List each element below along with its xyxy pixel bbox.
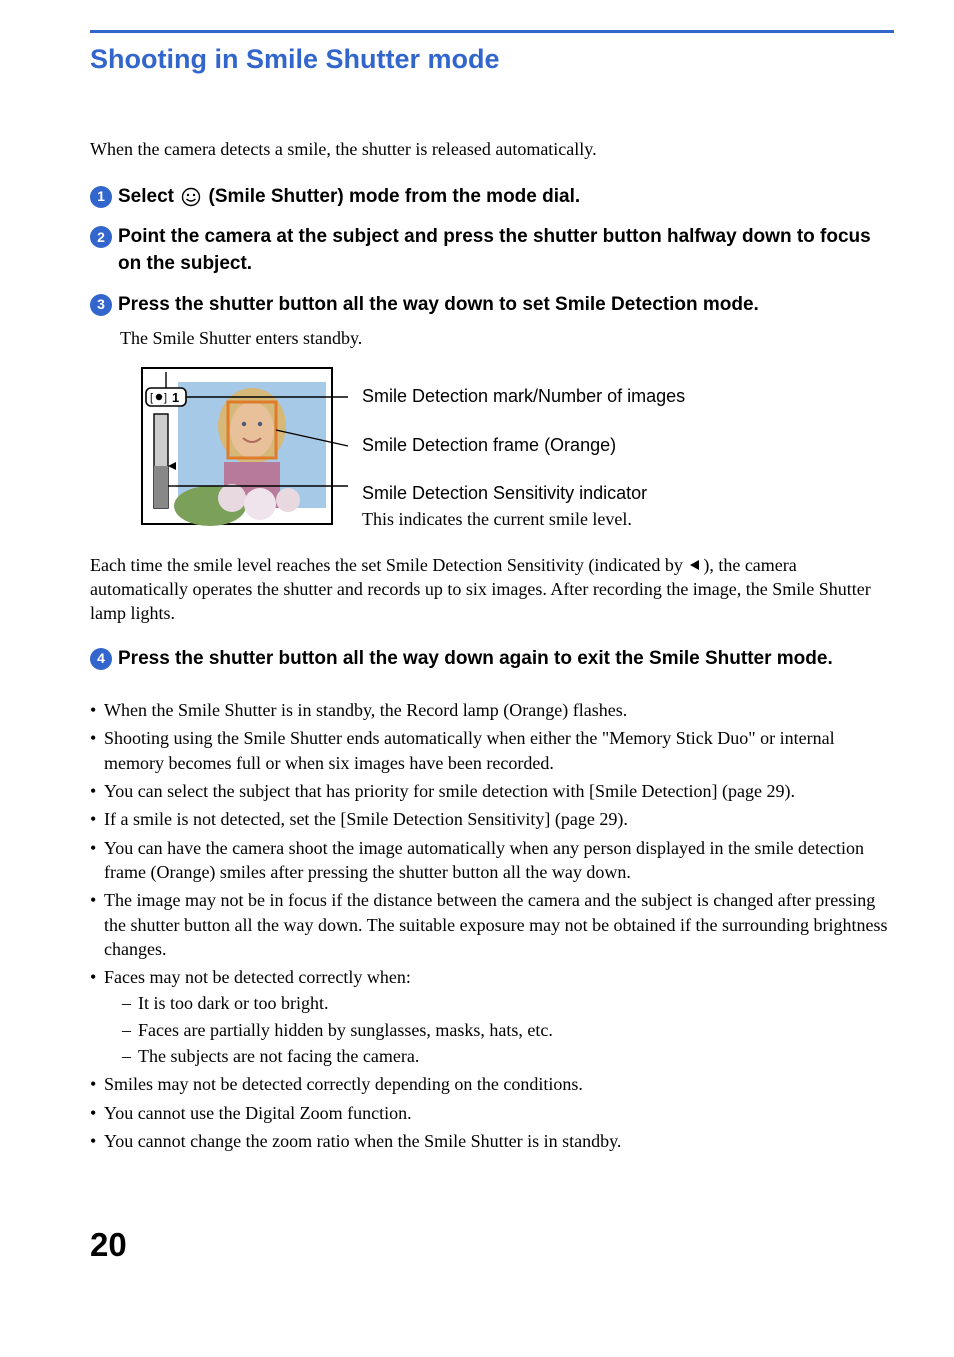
diagram-mark-number: 1 [172, 390, 179, 405]
step-4: 4 Press the shutter button all the way d… [90, 646, 894, 673]
section-title: Shooting in Smile Shutter mode [90, 41, 894, 77]
intro-paragraph: When the camera detects a smile, the shu… [90, 137, 894, 161]
step-1-after: (Smile Shutter) mode from the mode dial. [209, 186, 581, 207]
note-subitem: It is too dark or too bright. [122, 991, 894, 1015]
note-item: You cannot change the zoom ratio when th… [90, 1129, 894, 1153]
triangle-left-icon [689, 553, 701, 577]
step-3-text: Press the shutter button all the way dow… [118, 292, 894, 319]
notes-sublist: It is too dark or too bright. Faces are … [104, 991, 894, 1068]
step-1-text: Select (Smile Shutter) mode from the mod… [118, 184, 894, 211]
note-item: If a smile is not detected, set the [Smi… [90, 807, 894, 831]
post-diagram-paragraph: Each time the smile level reaches the se… [90, 553, 894, 626]
note-subitem: The subjects are not facing the camera. [122, 1044, 894, 1068]
note-item: When the Smile Shutter is in standby, th… [90, 698, 894, 722]
smile-shutter-icon [181, 187, 201, 207]
svg-text:[: [ [150, 392, 153, 404]
note-item: You cannot use the Digital Zoom function… [90, 1101, 894, 1125]
step-4-text: Press the shutter button all the way dow… [118, 646, 894, 673]
note-item: You can have the camera shoot the image … [90, 836, 894, 885]
notes-list: When the Smile Shutter is in standby, th… [90, 698, 894, 1153]
note-item: Shooting using the Smile Shutter ends au… [90, 726, 894, 775]
note-subitem: Faces are partially hidden by sunglasses… [122, 1018, 894, 1042]
smile-shutter-diagram: [ ] 1 [120, 366, 350, 532]
svg-text:]: ] [164, 392, 167, 404]
section-rule [90, 30, 894, 33]
post-diagram-text-1: Each time the smile level reaches the se… [90, 555, 687, 575]
callout-1: Smile Detection mark/Number of images [362, 384, 894, 408]
note-item: Faces may not be detected correctly when… [90, 965, 894, 1068]
step-3-substep: The Smile Shutter enters standby. [120, 326, 894, 350]
step-number-2: 2 [90, 226, 112, 248]
note-item-text: Faces may not be detected correctly when… [104, 967, 411, 987]
diagram-callouts: Smile Detection mark/Number of images Sm… [362, 366, 894, 531]
callout-3-desc: This indicates the current smile level. [362, 507, 894, 531]
callout-3-title: Smile Detection Sensitivity indicator [362, 481, 894, 505]
step-1: 1 Select (Smile Shutter) mode from the m… [90, 184, 894, 211]
step-1-before: Select [118, 186, 179, 207]
step-number-4: 4 [90, 648, 112, 670]
step-number-1: 1 [90, 186, 112, 208]
diagram-row: [ ] 1 Smile Detection mark/Number of ima… [120, 366, 894, 532]
step-2: 2 Point the camera at the subject and pr… [90, 224, 894, 277]
step-2-text: Point the camera at the subject and pres… [118, 224, 894, 277]
step-number-3: 3 [90, 294, 112, 316]
note-item: Smiles may not be detected correctly dep… [90, 1072, 894, 1096]
page-number: 20 [90, 1223, 894, 1268]
callout-2: Smile Detection frame (Orange) [362, 433, 894, 457]
note-item: You can select the subject that has prio… [90, 779, 894, 803]
note-item: The image may not be in focus if the dis… [90, 888, 894, 961]
step-3: 3 Press the shutter button all the way d… [90, 292, 894, 319]
